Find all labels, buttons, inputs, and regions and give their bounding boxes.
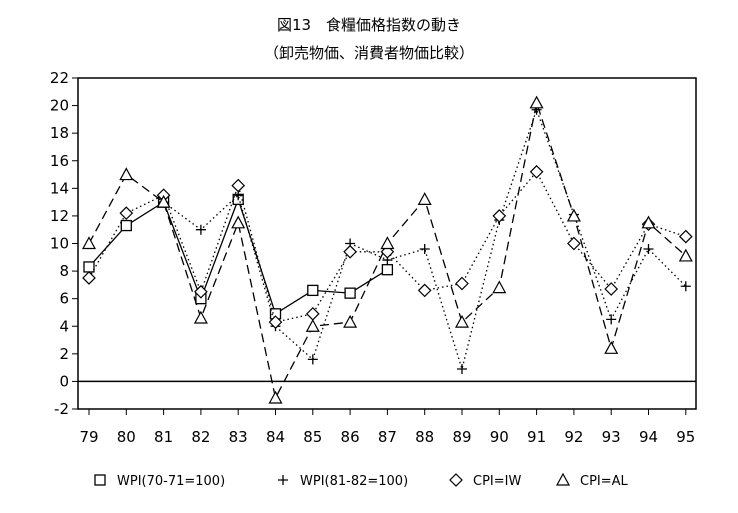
y-tick-label: 16 [50, 152, 69, 170]
legend-label: WPI(70-71=100) [117, 474, 225, 489]
series-plus [158, 104, 691, 375]
series-triangle [81, 95, 693, 404]
legend-item: WPI(70-71=100) [94, 474, 225, 489]
data-point-plus [643, 244, 654, 255]
data-point-triangle [380, 236, 395, 250]
data-point-diamond [119, 206, 134, 221]
y-tick-label: -2 [54, 400, 69, 418]
data-point-plus [307, 354, 318, 365]
data-point-diamond [343, 244, 357, 259]
data-point-diamond [82, 271, 96, 285]
x-tick-label: 91 [527, 428, 546, 446]
x-tick-label: 94 [639, 428, 658, 446]
data-point-diamond [604, 282, 619, 296]
data-point-plus [680, 281, 691, 292]
data-point-triangle [231, 215, 246, 229]
data-point-triangle [268, 390, 283, 404]
data-point-triangle [604, 341, 619, 354]
legend-marker-square [94, 474, 106, 486]
legend-marker-triangle [555, 472, 571, 486]
y-tick-label: 10 [50, 235, 69, 253]
x-tick-label: 89 [452, 428, 471, 446]
chart-subtitle: （卸売物価、消費者物価比較） [263, 44, 474, 62]
data-point-diamond [268, 315, 283, 329]
data-point-square [307, 284, 319, 297]
data-point-triangle [156, 194, 171, 208]
legend-item: WPI(81-82=100) [278, 474, 408, 489]
data-point-diamond [417, 283, 432, 298]
x-tick-label: 81 [154, 428, 173, 446]
legend-label: CPI=IW [473, 474, 521, 489]
data-point-square [381, 264, 394, 276]
y-tick-label: 2 [59, 345, 69, 363]
data-point-triangle [454, 314, 470, 328]
data-point-plus [419, 244, 430, 255]
legend-item: CPI=IW [449, 473, 521, 489]
data-point-diamond [305, 306, 320, 321]
x-tick-label: 79 [79, 428, 98, 446]
chart-title: 図13 食糧価格指数の動き [276, 16, 462, 34]
data-point-triangle [417, 192, 432, 205]
x-tick-label: 83 [229, 428, 248, 446]
x-tick-label: 95 [676, 428, 695, 446]
y-tick-label: 4 [59, 317, 69, 335]
x-tick-label: 87 [378, 428, 397, 446]
x-tick-label: 85 [303, 428, 322, 446]
data-point-diamond [492, 209, 507, 223]
y-tick-label: 14 [50, 179, 69, 197]
x-tick-label: 90 [490, 428, 509, 446]
data-point-square [120, 219, 132, 232]
data-point-triangle [492, 280, 507, 294]
y-tick-label: 8 [59, 262, 69, 280]
x-tick-label: 93 [602, 428, 621, 446]
data-point-triangle [529, 95, 544, 109]
x-tick-label: 92 [564, 428, 583, 446]
data-point-triangle [81, 236, 97, 250]
legend-marker-diamond [449, 473, 463, 487]
x-tick-label: 82 [191, 428, 210, 446]
y-tick-label: 22 [50, 69, 69, 87]
data-point-plus [457, 364, 467, 375]
data-point-diamond [678, 229, 693, 244]
legend-label: WPI(81-82=100) [300, 474, 408, 489]
data-point-triangle [193, 310, 208, 324]
data-point-triangle [566, 208, 581, 222]
legend-marker-plus [278, 475, 288, 485]
x-tick-label: 80 [117, 428, 136, 446]
data-point-square [83, 261, 95, 273]
data-point-diamond [529, 164, 544, 179]
data-point-square [344, 287, 356, 299]
data-point-triangle [305, 318, 320, 332]
data-point-diamond [231, 178, 246, 193]
data-point-diamond [567, 236, 581, 251]
data-point-diamond [194, 284, 208, 299]
data-point-diamond [455, 276, 469, 291]
data-point-triangle [641, 215, 656, 229]
x-tick-label: 88 [415, 428, 434, 446]
data-point-triangle [343, 314, 358, 328]
legend-label: CPI=AL [580, 474, 629, 489]
data-point-triangle [678, 248, 693, 262]
y-tick-label: 0 [59, 372, 69, 390]
y-tick-label: 6 [59, 290, 69, 308]
y-tick-label: 20 [50, 97, 69, 115]
data-point-plus [606, 314, 617, 325]
data-point-triangle [119, 167, 134, 181]
x-tick-label: 86 [341, 428, 360, 446]
y-tick-label: 18 [50, 124, 69, 142]
y-tick-label: 12 [50, 207, 69, 225]
x-tick-label: 84 [266, 428, 285, 446]
data-point-plus [195, 224, 206, 235]
legend-item: CPI=AL [555, 472, 629, 489]
